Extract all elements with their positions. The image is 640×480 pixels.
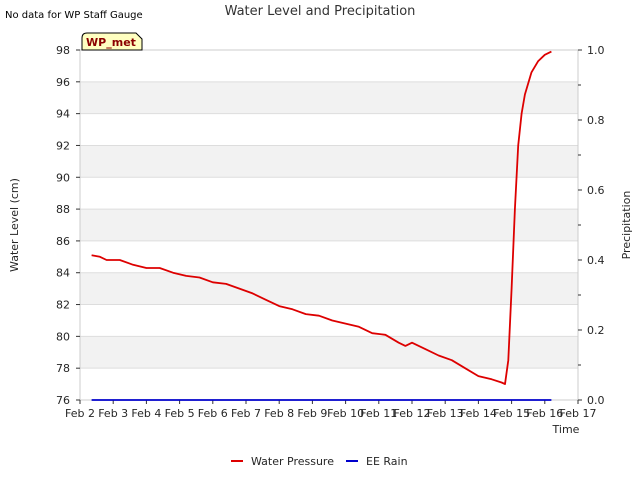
x-tick-label: Feb 5 xyxy=(165,407,195,420)
wp-met-badge: WP_met xyxy=(81,32,143,51)
badge-label: WP_met xyxy=(86,36,136,49)
x-tick-label: Feb 3 xyxy=(98,407,128,420)
y-right-axis-ticks: 0.0 0.2 0.4 0.6 0.8 1.0 xyxy=(578,44,605,407)
y-right-tick-label: 1.0 xyxy=(587,44,605,57)
x-tick-label: Feb 15 xyxy=(493,407,530,420)
y-left-tick-label: 76 xyxy=(56,394,70,407)
x-tick-label: Feb 17 xyxy=(560,407,597,420)
y-left-tick-label: 98 xyxy=(56,44,70,57)
y-left-tick-label: 80 xyxy=(56,330,70,343)
x-tick-label: Feb 4 xyxy=(131,407,161,420)
chart-title: Water Level and Precipitation xyxy=(225,4,416,19)
y-right-tick-label: 0.4 xyxy=(587,254,605,267)
x-tick-label: Feb 9 xyxy=(297,407,327,420)
x-tick-label: Feb 2 xyxy=(65,407,95,420)
y-left-tick-label: 90 xyxy=(56,171,70,184)
y-right-tick-label: 0.8 xyxy=(587,114,605,127)
y-left-tick-label: 94 xyxy=(56,108,70,121)
y-right-tick-label: 0.2 xyxy=(587,324,605,337)
grid-band xyxy=(80,272,578,305)
legend-label-ee-rain: EE Rain xyxy=(366,455,408,468)
x-tick-label: Feb 12 xyxy=(394,407,431,420)
series-group xyxy=(91,50,552,401)
y-left-tick-label: 84 xyxy=(56,267,70,280)
series-line-water-pressure xyxy=(91,50,552,386)
grid-band xyxy=(80,209,578,241)
y-left-axis-label: Water Level (cm) xyxy=(8,178,21,272)
no-data-note: No data for WP Staff Gauge xyxy=(5,10,143,21)
x-tick-label: Feb 13 xyxy=(427,407,464,420)
y-right-axis-label: Precipitation xyxy=(620,191,633,260)
legend: Water Pressure EE Rain xyxy=(231,455,408,468)
x-tick-label: Feb 14 xyxy=(460,407,497,420)
y-right-tick-label: 0.6 xyxy=(587,184,605,197)
y-left-tick-label: 82 xyxy=(56,299,70,312)
y-left-tick-label: 88 xyxy=(56,203,70,216)
grid-band xyxy=(80,368,578,400)
x-tick-label: Feb 6 xyxy=(198,407,228,420)
x-tick-label: Feb 10 xyxy=(327,407,364,420)
grid-bands xyxy=(80,49,578,401)
grid-band xyxy=(80,145,578,178)
y-right-tick-label: 0.0 xyxy=(587,394,605,407)
y-left-axis-ticks: 76 78 80 82 84 86 88 90 92 94 96 98 xyxy=(56,44,80,407)
grid-band xyxy=(80,81,578,114)
y-left-tick-label: 96 xyxy=(56,76,70,89)
grid-band xyxy=(80,113,578,146)
grid-band xyxy=(80,177,578,210)
x-tick-label: Feb 16 xyxy=(526,407,563,420)
y-left-tick-label: 86 xyxy=(56,235,70,248)
x-tick-label: Feb 11 xyxy=(360,407,397,420)
grid-band xyxy=(80,304,578,337)
grid-band xyxy=(80,240,578,273)
x-axis-label: Time xyxy=(552,423,580,436)
y-left-tick-label: 78 xyxy=(56,362,70,375)
y-left-tick-label: 92 xyxy=(56,139,70,152)
legend-label-water-pressure: Water Pressure xyxy=(251,455,334,468)
x-axis-ticks: Feb 2 Feb 3 Feb 4 Feb 5 Feb 6 Feb 7 Feb 8 Feb 9… xyxy=(65,400,596,420)
grid-band xyxy=(80,50,578,82)
x-tick-label: Feb 8 xyxy=(264,407,294,420)
x-tick-label: Feb 7 xyxy=(231,407,261,420)
grid-band xyxy=(80,336,578,369)
